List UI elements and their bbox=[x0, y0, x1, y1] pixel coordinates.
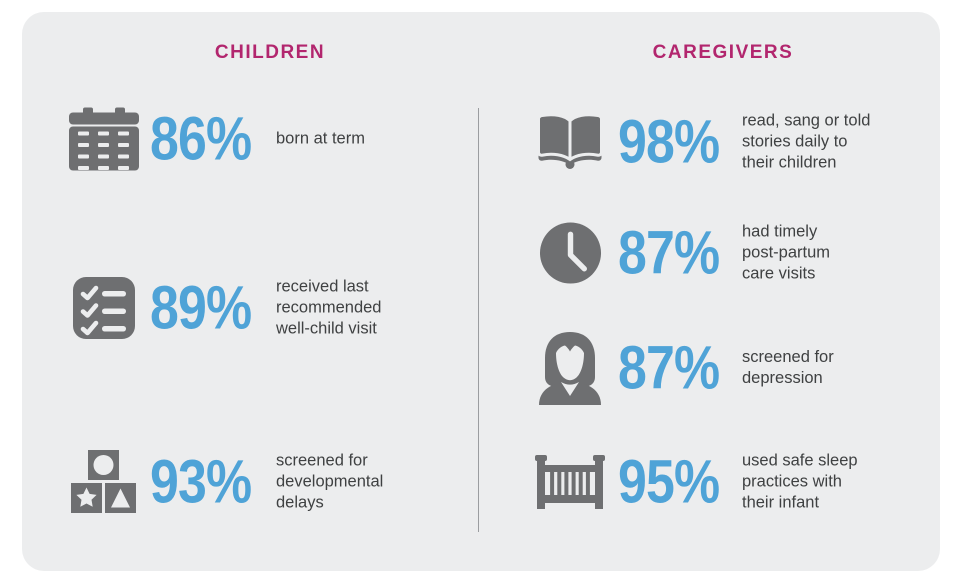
book-icon bbox=[532, 111, 608, 173]
stat-value: 87% bbox=[618, 218, 720, 287]
stat-row-developmental-delays: 93% screened for developmental delays bbox=[22, 434, 940, 530]
stat-label: read, sang or told stories daily to thei… bbox=[742, 111, 871, 172]
stat-label: screened for developmental delays bbox=[276, 451, 384, 512]
stat-value: 87% bbox=[618, 333, 720, 402]
stat-label: born at term bbox=[276, 129, 365, 148]
stat-row-depression-screening: 87% screened for depression bbox=[22, 320, 940, 416]
stat-row-postpartum-visits: 87% had timely post-partum care visits bbox=[22, 205, 940, 301]
stat-label: received last recommended well-child vis… bbox=[276, 277, 382, 338]
stat-row-read-sang-stories: 98% read, sang or told stories daily to … bbox=[22, 94, 940, 190]
stat-row-born-at-term: 86% born at term bbox=[22, 91, 940, 187]
stat-row-well-child-visit: 89% received last recommended well-child… bbox=[22, 260, 940, 356]
stat-label: had timely post-partum care visits bbox=[742, 222, 831, 283]
stat-value: 95% bbox=[618, 447, 720, 516]
clock-icon bbox=[532, 222, 608, 285]
blocks-icon bbox=[66, 450, 142, 514]
crib-icon bbox=[532, 455, 608, 509]
calendar-icon bbox=[66, 107, 142, 171]
stat-value: 98% bbox=[618, 107, 720, 176]
stat-label: screened for depression bbox=[742, 348, 834, 387]
stat-value: 93% bbox=[150, 447, 252, 516]
stat-value: 89% bbox=[150, 273, 252, 342]
caregivers-column-header: CAREGIVERS bbox=[652, 42, 794, 63]
woman-icon bbox=[532, 331, 608, 405]
stat-row-safe-sleep: 95% used safe sleep practices with their… bbox=[22, 434, 940, 530]
column-divider bbox=[478, 108, 479, 532]
checklist-icon bbox=[66, 277, 142, 339]
infographic-card: CHILDREN CAREGIVERS 86% born at term bbox=[22, 12, 940, 571]
stat-label: used safe sleep practices with their inf… bbox=[742, 451, 858, 512]
stat-value: 86% bbox=[150, 104, 252, 173]
children-column-header: CHILDREN bbox=[214, 42, 326, 63]
